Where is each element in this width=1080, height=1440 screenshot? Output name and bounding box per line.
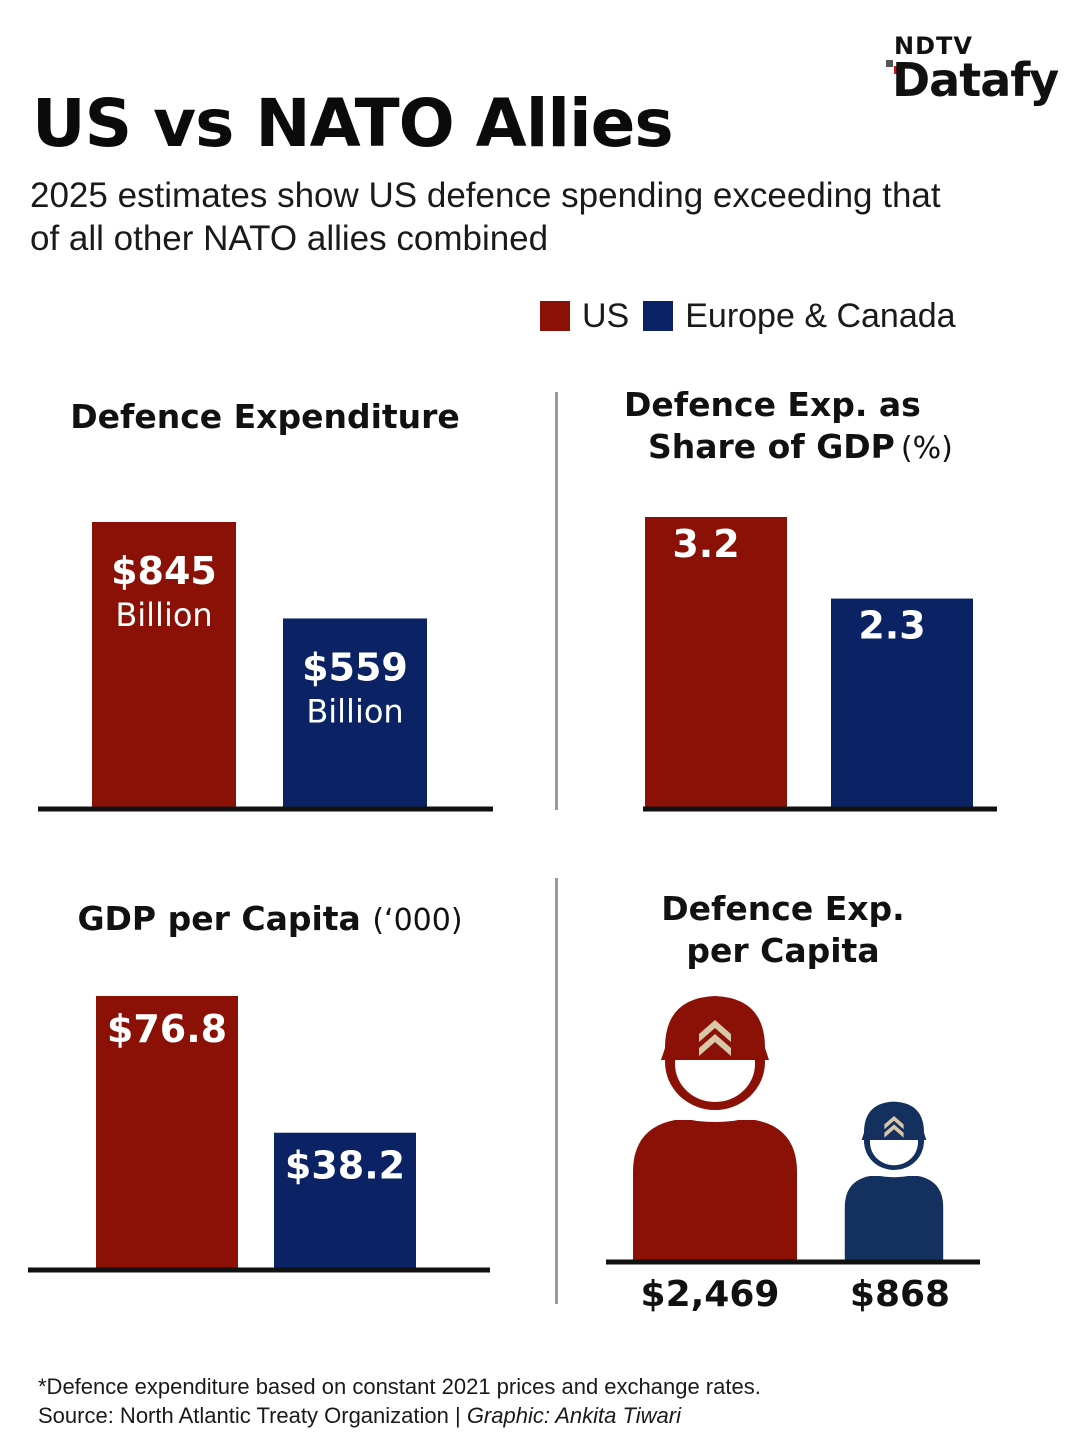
bar-unit-label: Billion: [306, 692, 403, 730]
chart-title-defence-expenditure: Defence Expenditure: [30, 396, 500, 438]
soldier-icon-europe: [844, 1101, 944, 1260]
chart-share-of-gdp: 3.2 2.3: [643, 517, 997, 812]
bar-europe: [274, 1132, 416, 1268]
page-subtitle: 2025 estimates show US defence spending …: [30, 176, 941, 258]
pictogram-value-label: $2,469: [641, 1274, 780, 1315]
legend-label-us: US: [582, 296, 630, 335]
chart-gdp-per-capita: $76.8 $38.2: [28, 996, 490, 1273]
chart-title-line1: Defence Exp.: [661, 889, 905, 928]
logo-square-grey: [886, 60, 893, 67]
chart-title-defence-per-capita: Defence Exp. per Capita: [583, 888, 983, 972]
bar-value-label: 3.2: [672, 522, 739, 566]
logo-datafy-text: Datafy: [892, 53, 1059, 107]
vertical-divider-bottom: [555, 878, 558, 1304]
source-text: Source: North Atlantic Treaty Organizati…: [38, 1403, 467, 1428]
bar-value-label: 2.3: [858, 604, 925, 648]
chart-title-share-of-gdp: Defence Exp. as Share of GDP (%): [580, 384, 980, 470]
bar-europe: [283, 618, 427, 807]
legend-swatch-us: [540, 301, 570, 331]
chart-title-unit: (%): [900, 431, 953, 466]
vertical-divider-top: [555, 392, 558, 810]
chart-title-gdp-per-capita: GDP per Capita (‘000): [40, 898, 500, 942]
bar-value-label: $845: [111, 549, 217, 593]
chart-title-unit: (‘000): [372, 903, 463, 938]
chart-title-line2: per Capita: [686, 931, 880, 970]
bar-us: [645, 517, 787, 807]
bar-europe: [831, 598, 973, 807]
legend-label-europe: Europe & Canada: [685, 296, 956, 335]
bar-us: [96, 996, 238, 1268]
legend-item-us: US: [540, 297, 629, 336]
chart-title-line1: Defence Exp. as: [624, 385, 921, 424]
chart-defence-per-capita: $2,469 $868: [606, 996, 980, 1315]
chart-title-text: GDP per Capita: [77, 899, 361, 938]
page-title: US vs NATO Allies: [32, 85, 674, 162]
legend-swatch-europe: [643, 301, 674, 331]
footnote: *Defence expenditure based on constant 2…: [38, 1372, 761, 1430]
bar-unit-label: Billion: [115, 596, 212, 634]
soldier-icon-us: [633, 996, 797, 1260]
bar-value-label: $76.8: [107, 1007, 227, 1051]
footnote-text: *Defence expenditure based on constant 2…: [38, 1374, 761, 1399]
chart-title-line2: Share of GDP (%): [648, 427, 953, 466]
bar-us: [92, 522, 236, 807]
pictogram-value-label: $868: [850, 1274, 950, 1315]
ndtv-datafy-logo: NDTV Datafy: [884, 34, 1064, 114]
source-line: Source: North Atlantic Treaty Organizati…: [38, 1401, 761, 1430]
bar-value-label: $559: [302, 645, 408, 689]
legend-item-europe: Europe & Canada: [643, 296, 956, 336]
credit-text: Graphic: Ankita Tiwari: [466, 1403, 681, 1428]
chart-title-text: Defence Expenditure: [70, 397, 460, 436]
logo-ndtv-text: NDTV: [894, 32, 973, 60]
bar-value-label: $38.2: [285, 1144, 405, 1188]
legend: US Europe & Canada: [540, 296, 970, 336]
logo-square-red: [894, 66, 902, 74]
